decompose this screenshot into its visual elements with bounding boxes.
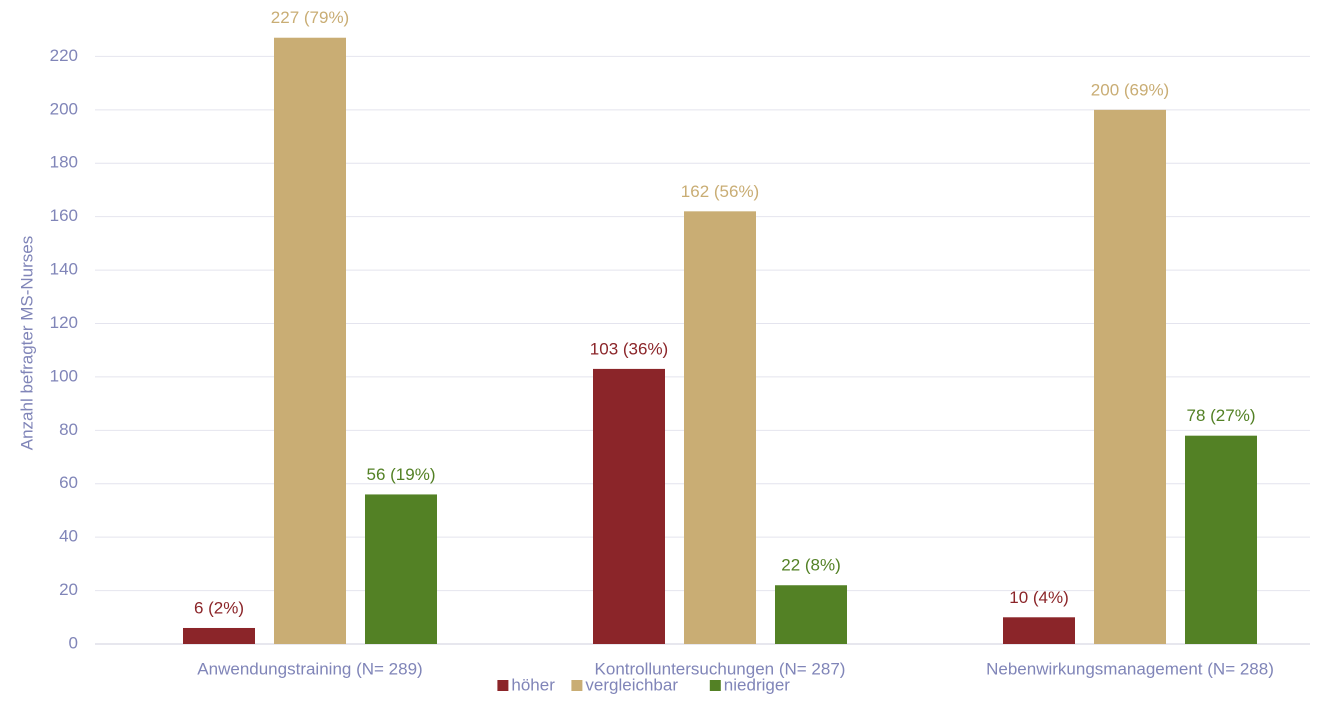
data-label: 103 (36%) [590, 339, 668, 358]
data-label: 56 (19%) [367, 465, 436, 484]
y-tick-label: 140 [50, 260, 78, 279]
bar [183, 627, 255, 644]
y-tick-label: 40 [59, 527, 78, 546]
y-tick-label: 60 [59, 473, 78, 492]
bar [1185, 435, 1257, 644]
bar [1003, 617, 1075, 644]
legend-label: niedriger [724, 675, 790, 694]
data-label: 10 (4%) [1009, 588, 1069, 607]
data-label: 22 (8%) [781, 556, 841, 575]
data-label: 6 (2%) [194, 598, 244, 617]
data-label: 200 (69%) [1091, 80, 1169, 99]
y-tick-label: 100 [50, 366, 78, 385]
y-tick-label: 160 [50, 206, 78, 225]
y-tick-label: 200 [50, 99, 78, 118]
y-tick-label: 20 [59, 580, 78, 599]
x-tick-label: Anwendungstraining (N= 289) [197, 659, 422, 678]
data-label: 162 (56%) [681, 182, 759, 201]
legend-label: höher [511, 675, 555, 694]
data-label: 78 (27%) [1187, 406, 1256, 425]
legend-swatch [497, 680, 509, 691]
bar [1094, 109, 1166, 645]
y-tick-label: 120 [50, 313, 78, 332]
y-tick-label: 180 [50, 153, 78, 172]
y-tick-label: 80 [59, 420, 78, 439]
bar [684, 211, 756, 644]
bar [593, 368, 665, 644]
y-axis-label: Anzahl befragter MS-Nurses [17, 236, 36, 450]
legend-label: vergleichbar [585, 675, 678, 694]
y-tick-label: 220 [50, 46, 78, 65]
x-tick-label: Kontrolluntersuchungen (N= 287) [595, 659, 846, 678]
data-label: 227 (79%) [271, 8, 349, 27]
y-tick-label: 0 [69, 633, 78, 652]
bar [775, 585, 847, 644]
bar [274, 37, 346, 645]
bar [365, 494, 437, 644]
legend-swatch [571, 680, 583, 691]
x-tick-label: Nebenwirkungsmanagement (N= 288) [986, 659, 1274, 678]
legend-swatch [709, 680, 721, 691]
